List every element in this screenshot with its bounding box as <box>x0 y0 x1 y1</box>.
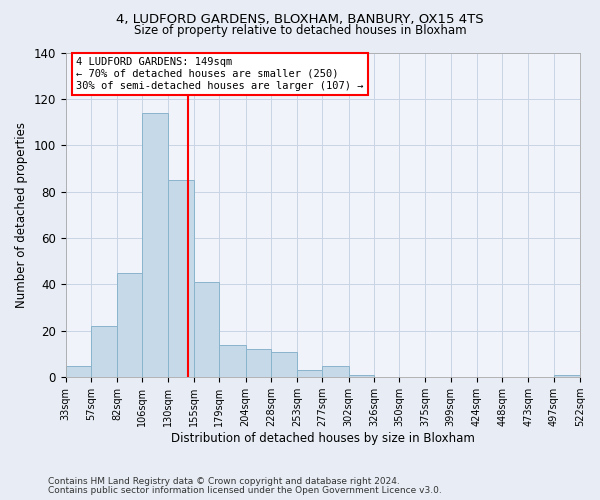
Bar <box>91 326 117 377</box>
Bar <box>349 375 374 377</box>
Bar <box>65 366 91 377</box>
Bar <box>142 113 167 377</box>
Text: 4, LUDFORD GARDENS, BLOXHAM, BANBURY, OX15 4TS: 4, LUDFORD GARDENS, BLOXHAM, BANBURY, OX… <box>116 12 484 26</box>
Text: Size of property relative to detached houses in Bloxham: Size of property relative to detached ho… <box>134 24 466 37</box>
X-axis label: Distribution of detached houses by size in Bloxham: Distribution of detached houses by size … <box>171 432 475 445</box>
Text: Contains public sector information licensed under the Open Government Licence v3: Contains public sector information licen… <box>48 486 442 495</box>
Bar <box>194 282 219 377</box>
Bar <box>554 375 580 377</box>
Bar <box>245 350 271 377</box>
Bar <box>297 370 322 377</box>
Bar <box>271 352 297 377</box>
Bar <box>219 345 245 377</box>
Text: 4 LUDFORD GARDENS: 149sqm
← 70% of detached houses are smaller (250)
30% of semi: 4 LUDFORD GARDENS: 149sqm ← 70% of detac… <box>76 58 364 90</box>
Bar <box>322 366 349 377</box>
Y-axis label: Number of detached properties: Number of detached properties <box>15 122 28 308</box>
Bar <box>117 273 142 377</box>
Text: Contains HM Land Registry data © Crown copyright and database right 2024.: Contains HM Land Registry data © Crown c… <box>48 477 400 486</box>
Bar <box>167 180 194 377</box>
